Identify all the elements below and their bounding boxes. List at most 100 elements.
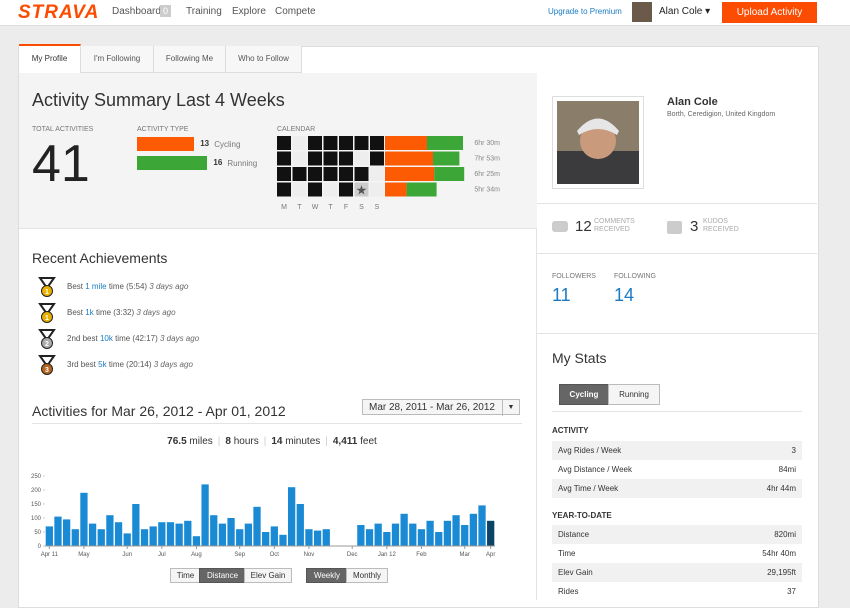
x-tick-label: Oct [270,552,280,558]
stats-tab[interactable]: Cycling [559,384,609,405]
medal-rank: 1 [45,289,49,296]
x-tick-label: Mar [460,552,470,558]
week-duration: 7hr 53m [474,156,500,163]
summary-title: Activity Summary Last 4 Weeks [32,90,285,111]
week-duration: 5hr 34m [474,187,500,194]
achievement-prefix: 2nd best [67,334,98,343]
bar [305,529,312,546]
calendar-day [339,167,353,181]
bar [452,515,459,546]
bar [418,529,425,546]
date-range: Mar 28, 2011 - Mar 26, 2012 [369,402,495,413]
bar [141,529,148,546]
bar [210,515,217,546]
dropdown-arrow: ▼ [502,400,519,416]
bar [193,536,200,546]
achievement-prefix: Best [67,308,83,317]
bar [470,514,477,546]
x-tick-label: Feb [416,552,427,558]
avatar[interactable] [632,2,652,22]
following-count[interactable]: 14 [614,285,634,306]
calendar-day [324,167,338,181]
medal-icon: 2 [38,329,56,349]
bar [297,504,304,546]
nav-item[interactable]: Dashboard [112,6,161,17]
stat-value: 29,195ft [767,563,796,582]
nav-item[interactable]: Training [186,6,222,17]
stat-name: Elev Gain [558,563,593,582]
achievement-link[interactable]: 5k [98,360,106,369]
bar [124,533,131,546]
x-tick-label: Aug [191,552,202,558]
bar [288,487,295,546]
y-tick-label: 250 [31,474,42,480]
calendar-day [277,183,291,197]
section-title: My Stats [552,350,606,366]
calendar-day [277,152,291,166]
nav-item[interactable]: Explore [232,6,266,17]
logo[interactable]: STRAVA [18,2,99,24]
date-range-dropdown[interactable]: Mar 28, 2011 - Mar 26, 2012 ▼ [362,399,520,415]
running-bar [427,136,463,150]
user-menu[interactable]: Alan Cole ▾ [659,6,710,17]
y-tick-label: 0 [38,544,42,550]
bar [115,522,122,546]
photo [557,101,639,184]
stat-unit: hours [234,436,259,447]
achievement-link[interactable]: 10k [100,334,113,343]
tab[interactable]: I'm Following [81,46,154,73]
metric-button[interactable]: Time [170,568,201,583]
bar [63,519,70,546]
upgrade-link[interactable]: Upgrade to Premium [548,7,622,16]
total-activities: 41 [32,134,90,194]
stat-row: Elev Gain 29,195ft [552,563,802,582]
calendar-day [308,167,322,181]
x-tick-label: Nov [304,552,315,558]
stat-value: 14 [271,436,282,447]
day-label: M [281,204,287,211]
stat-name: Avg Time / Week [558,479,618,498]
calendar-day [277,167,291,181]
metric-button[interactable]: Elev Gain [244,568,292,583]
period-button[interactable]: Monthly [346,568,388,583]
calendar-day [293,167,307,181]
cycling-bar [385,152,433,166]
x-tick-label: Sep [234,552,245,558]
bar [366,529,373,546]
tab[interactable]: My Profile [19,44,81,75]
upload-button[interactable]: Upload Activity [722,2,817,23]
nav-item[interactable]: Compete [275,6,316,17]
bar [478,505,485,546]
comment-icon [552,221,568,232]
tab[interactable]: Who to Follow [226,46,302,73]
day-label: S [375,204,380,211]
kudos-count: 3 [690,218,698,235]
bar [426,521,433,546]
day-label: T [328,204,333,211]
bar [392,524,399,546]
calendar-day [324,136,338,150]
day-label: T [297,204,302,211]
stat-value: 84mi [779,460,796,479]
medal: 1 [38,303,56,323]
medal: 2 [38,329,56,349]
calendar-day [308,136,322,150]
x-tick-label: Apr [486,552,495,558]
period-button[interactable]: Weekly [306,568,348,583]
stat-unit: minutes [285,436,320,447]
metric-button[interactable]: Distance [199,568,246,583]
followers-count[interactable]: 11 [552,285,571,306]
stats-tab[interactable]: Running [608,384,660,405]
activity-stats: 76.5 miles|8 hours|14 minutes|4,411 feet [32,436,512,447]
kudos-icon [667,221,682,234]
achievement-suffix: time (42:17) [115,334,158,343]
achievement-when: 3 days ago [136,308,175,317]
label: TOTAL ACTIVITIES [32,126,93,133]
tab[interactable]: Following Me [154,46,226,73]
achievement-link[interactable]: 1 mile [85,282,106,291]
calendar-day [370,183,384,197]
achievement-link[interactable]: 1k [85,308,93,317]
